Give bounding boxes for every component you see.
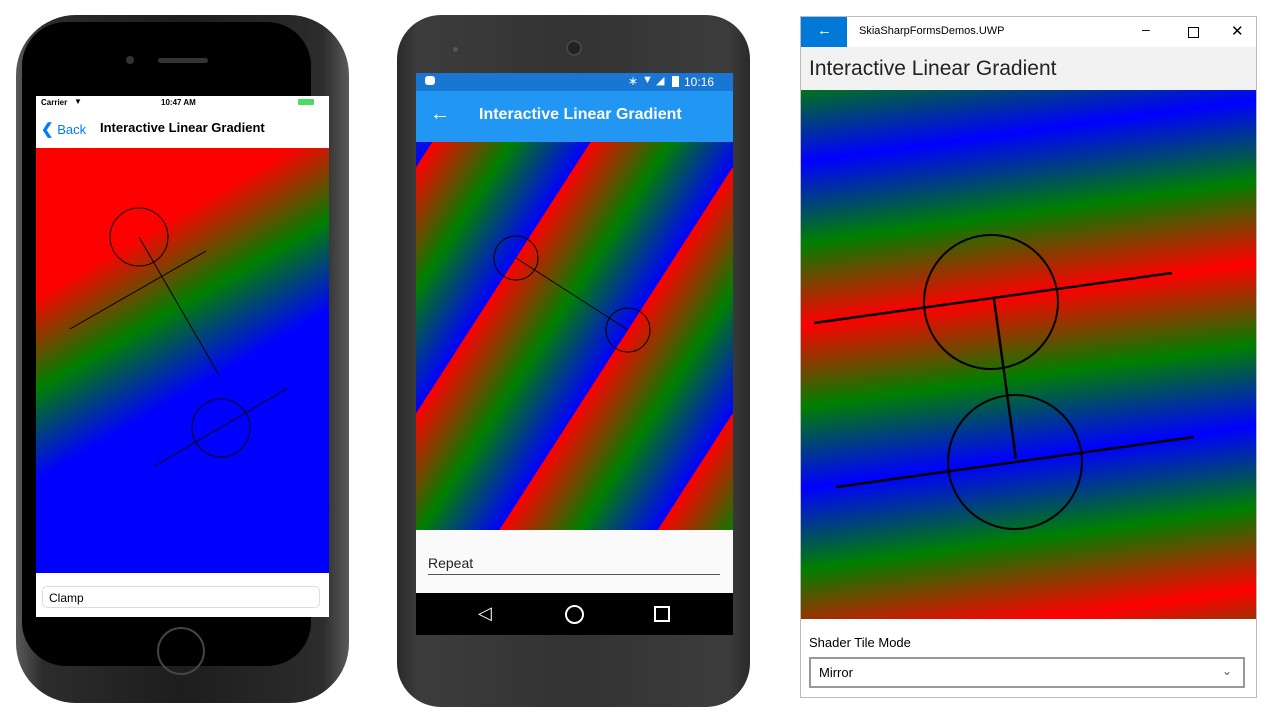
wifi-icon: ▼	[642, 74, 653, 86]
start-perpendicular-line	[813, 271, 1173, 325]
ios-time: 10:47 AM	[161, 98, 196, 107]
window-title: SkiaSharpFormsDemos.UWP	[859, 25, 1005, 37]
recents-square-icon[interactable]	[654, 606, 670, 622]
minimize-icon[interactable]: –	[1142, 21, 1150, 37]
gradient-fill	[801, 90, 1256, 619]
back-label: Back	[57, 122, 87, 137]
android-navigation-bar: ◁	[416, 593, 733, 635]
android-status-bar: ∗ ▼ ◢ 10:16	[416, 73, 733, 91]
chevron-down-icon: ⌄	[1222, 664, 1233, 678]
gradient-axis-line	[992, 298, 1018, 460]
start-touch-point	[109, 207, 169, 267]
page-title: Interactive Linear Gradient	[809, 57, 1057, 80]
tile-mode-picker[interactable]: Clamp	[42, 586, 320, 608]
uwp-window: ← SkiaSharpFormsDemos.UWP – ✕ Interactiv…	[800, 16, 1257, 698]
signal-icon: ◢	[656, 75, 665, 87]
android-screen: ∗ ▼ ◢ 10:16 ← Interactive Linear Gradien…	[416, 73, 733, 635]
android-notification-icon	[425, 76, 435, 85]
android-bottom-panel: Repeat	[416, 530, 733, 593]
tile-mode-picker[interactable]: Mirror ⌄	[809, 657, 1245, 688]
battery-icon	[298, 99, 314, 105]
chevron-left-icon: ❮	[41, 121, 54, 138]
android-sensor	[453, 47, 458, 52]
carrier-label: Carrier	[41, 98, 68, 107]
end-perpendicular-line	[154, 387, 289, 467]
ios-status-bar: Carrier ▼ 10:47 AM	[36, 96, 329, 110]
end-touch-point	[191, 398, 251, 458]
back-button[interactable]: ❮ Back	[41, 120, 86, 138]
end-perpendicular-line	[835, 435, 1195, 489]
android-toolbar: ← Interactive Linear Gradient	[416, 91, 733, 142]
arrow-left-icon: ←	[817, 22, 832, 39]
picker-label: Shader Tile Mode	[809, 635, 911, 650]
start-touch-point	[493, 235, 539, 281]
android-front-camera	[566, 40, 582, 56]
maximize-icon[interactable]	[1188, 27, 1199, 38]
wifi-icon: ▼	[74, 97, 82, 106]
gradient-fill	[36, 148, 329, 573]
window-back-button[interactable]: ←	[801, 17, 847, 47]
tile-mode-value: Mirror	[819, 665, 853, 680]
gradient-canvas[interactable]	[416, 142, 733, 530]
ios-bottom-panel: Clamp	[36, 573, 329, 617]
gradient-fill	[416, 142, 733, 530]
end-touch-point	[605, 307, 651, 353]
ios-navigation-bar: ❮ Back Interactive Linear Gradient	[36, 110, 329, 149]
page-header: Interactive Linear Gradient	[801, 47, 1256, 90]
tile-mode-picker[interactable]: Repeat	[428, 555, 720, 575]
end-touch-point	[947, 394, 1083, 530]
page-title: Interactive Linear Gradient	[100, 120, 265, 135]
start-perpendicular-line	[69, 250, 207, 330]
bluetooth-icon: ∗	[628, 74, 639, 88]
window-title-bar: ← SkiaSharpFormsDemos.UWP – ✕	[801, 17, 1256, 47]
gradient-canvas[interactable]	[801, 90, 1256, 619]
ios-screen: Carrier ▼ 10:47 AM ❮ Back Interactive Li…	[36, 96, 329, 617]
page-title: Interactive Linear Gradient	[479, 106, 682, 123]
close-icon[interactable]: ✕	[1231, 23, 1244, 40]
android-time: 10:16	[684, 75, 715, 89]
iphone-camera	[126, 56, 134, 64]
battery-icon	[672, 76, 679, 87]
gradient-canvas[interactable]	[36, 148, 329, 573]
back-triangle-icon[interactable]: ◁	[478, 603, 492, 623]
iphone-home-button[interactable]	[157, 627, 205, 675]
arrow-left-icon[interactable]: ←	[430, 103, 450, 125]
start-touch-point	[923, 234, 1059, 370]
home-circle-icon[interactable]	[565, 605, 584, 624]
iphone-speaker	[158, 58, 208, 63]
gradient-axis-line	[138, 236, 220, 376]
